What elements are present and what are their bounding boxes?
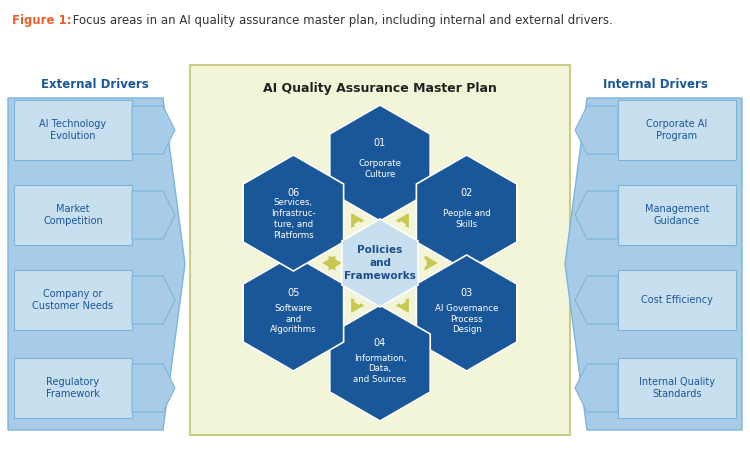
Text: Regulatory
Framework: Regulatory Framework — [46, 377, 100, 399]
Polygon shape — [132, 106, 175, 154]
FancyBboxPatch shape — [190, 65, 570, 435]
Polygon shape — [329, 256, 341, 270]
FancyBboxPatch shape — [618, 100, 736, 160]
Polygon shape — [575, 364, 618, 412]
Polygon shape — [330, 305, 430, 421]
Text: Software
and
Algorithms: Software and Algorithms — [270, 304, 316, 334]
Text: Internal Drivers: Internal Drivers — [602, 78, 707, 91]
Polygon shape — [416, 255, 517, 371]
Text: 02: 02 — [460, 188, 472, 198]
Polygon shape — [397, 298, 409, 312]
Polygon shape — [575, 276, 618, 324]
Polygon shape — [342, 219, 418, 307]
Text: Information,
Data,
and Sources: Information, Data, and Sources — [353, 354, 407, 384]
Text: People and
Skills: People and Skills — [442, 209, 491, 229]
Polygon shape — [575, 191, 618, 239]
FancyBboxPatch shape — [14, 270, 132, 330]
Text: 06: 06 — [287, 188, 299, 198]
FancyBboxPatch shape — [14, 100, 132, 160]
FancyBboxPatch shape — [14, 358, 132, 418]
Polygon shape — [132, 364, 175, 412]
Text: AI Governance
Process
Design: AI Governance Process Design — [435, 304, 498, 334]
Polygon shape — [352, 214, 364, 228]
FancyBboxPatch shape — [14, 185, 132, 245]
Polygon shape — [243, 155, 344, 271]
FancyBboxPatch shape — [618, 270, 736, 330]
Text: AI Quality Assurance Master Plan: AI Quality Assurance Master Plan — [263, 82, 497, 95]
Text: 05: 05 — [287, 288, 299, 298]
Polygon shape — [397, 214, 409, 228]
Polygon shape — [8, 98, 185, 430]
Polygon shape — [132, 191, 175, 239]
Text: Management
Guidance: Management Guidance — [645, 204, 710, 226]
Text: Cost Efficiency: Cost Efficiency — [641, 295, 713, 305]
Polygon shape — [416, 155, 517, 271]
Text: Corporate AI
Program: Corporate AI Program — [646, 119, 708, 141]
FancyBboxPatch shape — [618, 358, 736, 418]
Text: AI Technology
Evolution: AI Technology Evolution — [40, 119, 106, 141]
Polygon shape — [575, 106, 618, 154]
Text: Market
Competition: Market Competition — [43, 204, 103, 226]
Text: Focus areas in an AI quality assurance master plan, including internal and exter: Focus areas in an AI quality assurance m… — [69, 14, 613, 27]
Text: Figure 1:: Figure 1: — [12, 14, 72, 27]
Text: Company or
Customer Needs: Company or Customer Needs — [32, 289, 113, 311]
Polygon shape — [565, 98, 742, 430]
Text: 04: 04 — [374, 338, 386, 348]
Polygon shape — [330, 105, 430, 221]
Text: Corporate
Culture: Corporate Culture — [358, 159, 401, 179]
Polygon shape — [243, 255, 344, 371]
Text: 01: 01 — [374, 138, 386, 148]
Polygon shape — [425, 256, 437, 270]
Text: External Drivers: External Drivers — [41, 78, 148, 91]
Text: Internal Quality
Standards: Internal Quality Standards — [639, 377, 715, 399]
Polygon shape — [352, 298, 364, 312]
FancyBboxPatch shape — [618, 185, 736, 245]
Text: Policies
and
Frameworks: Policies and Frameworks — [344, 245, 416, 281]
Text: 03: 03 — [460, 288, 472, 298]
Polygon shape — [132, 276, 175, 324]
Polygon shape — [323, 256, 335, 270]
Text: Services,
Infrastruc-
ture, and
Platforms: Services, Infrastruc- ture, and Platform… — [271, 198, 316, 239]
